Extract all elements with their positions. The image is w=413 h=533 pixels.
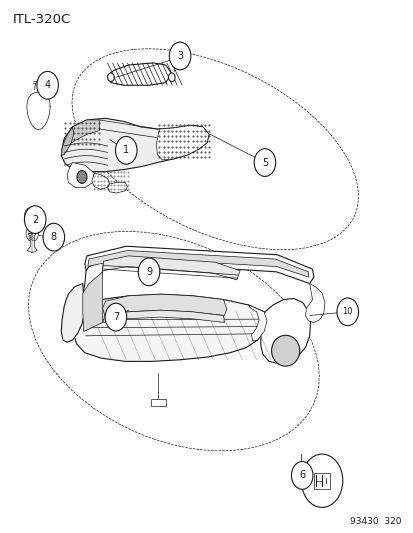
Circle shape [138, 258, 159, 286]
Polygon shape [27, 233, 37, 253]
Text: 5: 5 [261, 158, 268, 167]
Polygon shape [61, 284, 85, 342]
Polygon shape [83, 272, 102, 332]
Polygon shape [88, 251, 308, 277]
Circle shape [77, 171, 87, 183]
Text: 4: 4 [45, 80, 50, 90]
Circle shape [169, 42, 190, 70]
Circle shape [291, 462, 312, 489]
Polygon shape [64, 120, 99, 145]
Polygon shape [107, 182, 127, 193]
Text: 10: 10 [342, 308, 352, 316]
Polygon shape [305, 284, 324, 322]
Text: 7: 7 [112, 312, 119, 322]
Polygon shape [61, 127, 74, 156]
Text: 3: 3 [177, 51, 183, 61]
Polygon shape [83, 261, 103, 312]
Polygon shape [74, 294, 266, 361]
Ellipse shape [271, 335, 299, 366]
Circle shape [115, 136, 137, 164]
Polygon shape [156, 125, 209, 160]
Circle shape [107, 73, 114, 82]
Circle shape [168, 73, 175, 82]
Circle shape [43, 223, 64, 251]
Text: ITL-320C: ITL-320C [12, 13, 71, 26]
Circle shape [254, 149, 275, 176]
Polygon shape [248, 305, 266, 341]
Polygon shape [151, 399, 165, 406]
Polygon shape [103, 310, 224, 322]
Text: 8: 8 [51, 232, 57, 242]
Polygon shape [92, 173, 109, 189]
Text: 2: 2 [32, 215, 38, 224]
Circle shape [301, 454, 342, 507]
Circle shape [105, 303, 126, 331]
Circle shape [24, 207, 38, 224]
FancyBboxPatch shape [313, 473, 330, 489]
Polygon shape [102, 256, 240, 280]
Circle shape [26, 225, 38, 241]
Text: 93430  320: 93430 320 [349, 516, 401, 526]
Polygon shape [85, 246, 313, 284]
Polygon shape [67, 163, 94, 188]
Text: 9: 9 [146, 267, 152, 277]
Polygon shape [61, 118, 209, 172]
Polygon shape [102, 294, 226, 316]
Circle shape [336, 298, 358, 326]
Polygon shape [260, 298, 310, 364]
Text: 6: 6 [299, 471, 304, 480]
Text: 1: 1 [123, 146, 129, 155]
Circle shape [24, 206, 46, 233]
Circle shape [37, 71, 58, 99]
Polygon shape [107, 63, 171, 85]
